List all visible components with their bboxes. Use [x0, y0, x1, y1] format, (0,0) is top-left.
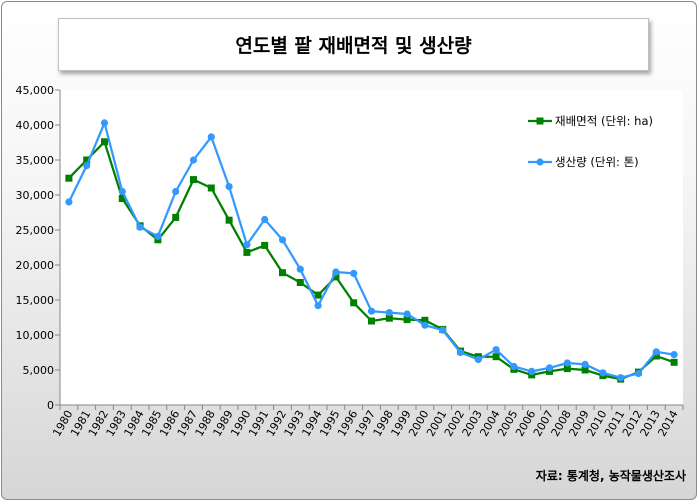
data-point [350, 299, 358, 307]
data-point [207, 133, 215, 141]
data-point [65, 174, 73, 182]
data-point [261, 241, 269, 249]
data-point [599, 369, 607, 377]
y-tick-label: 45,000 [16, 84, 55, 97]
data-point [439, 326, 447, 334]
plot-area [60, 90, 683, 405]
series-group [65, 119, 678, 383]
data-point [403, 310, 411, 318]
data-point [279, 269, 286, 277]
data-point [350, 269, 358, 277]
chart-title: 연도별 팥 재배면적 및 생산량 [58, 18, 649, 71]
data-point [456, 348, 465, 357]
data-point [563, 365, 571, 373]
data-point [207, 184, 215, 192]
data-point [545, 364, 554, 372]
legend-marker [536, 117, 544, 125]
y-tick-label: 40,000 [16, 119, 55, 132]
data-point [617, 374, 625, 382]
data-point [100, 119, 109, 127]
data-point [118, 187, 126, 196]
data-point [314, 302, 322, 310]
data-point [83, 162, 91, 170]
data-point [225, 216, 233, 224]
data-point [278, 236, 287, 244]
data-point [296, 279, 304, 286]
data-point [314, 291, 322, 299]
data-point [581, 360, 589, 368]
data-point [332, 268, 340, 276]
y-tick-label: 15,000 [16, 294, 55, 307]
data-point [65, 198, 73, 206]
data-point [652, 352, 660, 360]
axes: 0 5,000 10,000 15,000 20,000 25,000 30,000 35,0… [16, 84, 684, 439]
data-point [385, 309, 393, 317]
source-note: 자료: 통계청, 농작물생산조사 [535, 469, 686, 483]
y-tick-label: 0 [47, 399, 54, 412]
data-point [510, 362, 518, 371]
legend-marker [536, 158, 544, 166]
data-point [189, 156, 198, 164]
y-tick-label: 25,000 [16, 224, 55, 237]
data-point [118, 195, 126, 202]
data-point [474, 355, 482, 364]
y-tick-label: 20,000 [16, 259, 55, 272]
legend-label: 재배면적 (단위: ha) [555, 114, 653, 128]
y-tick-label: 5,000 [23, 364, 55, 377]
plot-background [60, 90, 683, 405]
data-point [367, 307, 376, 315]
data-point [243, 248, 251, 256]
data-point [225, 183, 233, 191]
y-tick-label: 35,000 [16, 154, 55, 167]
data-point [83, 156, 91, 164]
data-point [421, 316, 429, 324]
data-point [368, 317, 375, 325]
data-point [385, 314, 393, 322]
data-point [332, 273, 340, 281]
data-point [243, 241, 251, 249]
data-point [154, 232, 162, 240]
data-point [296, 265, 304, 273]
data-point [563, 359, 571, 367]
legend: 재배면적 (단위: ha) 생산량 (단위: 톤) [528, 114, 653, 169]
data-point [403, 316, 411, 324]
data-point [190, 176, 197, 184]
data-point [261, 215, 269, 224]
data-point [670, 358, 678, 366]
legend-label: 생산량 (단위: 톤) [555, 155, 639, 169]
data-point [101, 138, 108, 146]
data-point [492, 346, 500, 354]
data-point [136, 223, 144, 231]
series-production [65, 119, 678, 382]
y-tick-label: 10,000 [16, 329, 55, 342]
data-point [528, 367, 536, 375]
data-point [670, 351, 678, 359]
y-tick-label: 30,000 [16, 189, 55, 202]
data-point [172, 187, 180, 196]
data-point [652, 348, 660, 356]
data-point [634, 369, 643, 378]
data-point [492, 353, 500, 361]
data-point [172, 213, 180, 221]
data-point [581, 366, 589, 374]
data-point [421, 321, 429, 329]
